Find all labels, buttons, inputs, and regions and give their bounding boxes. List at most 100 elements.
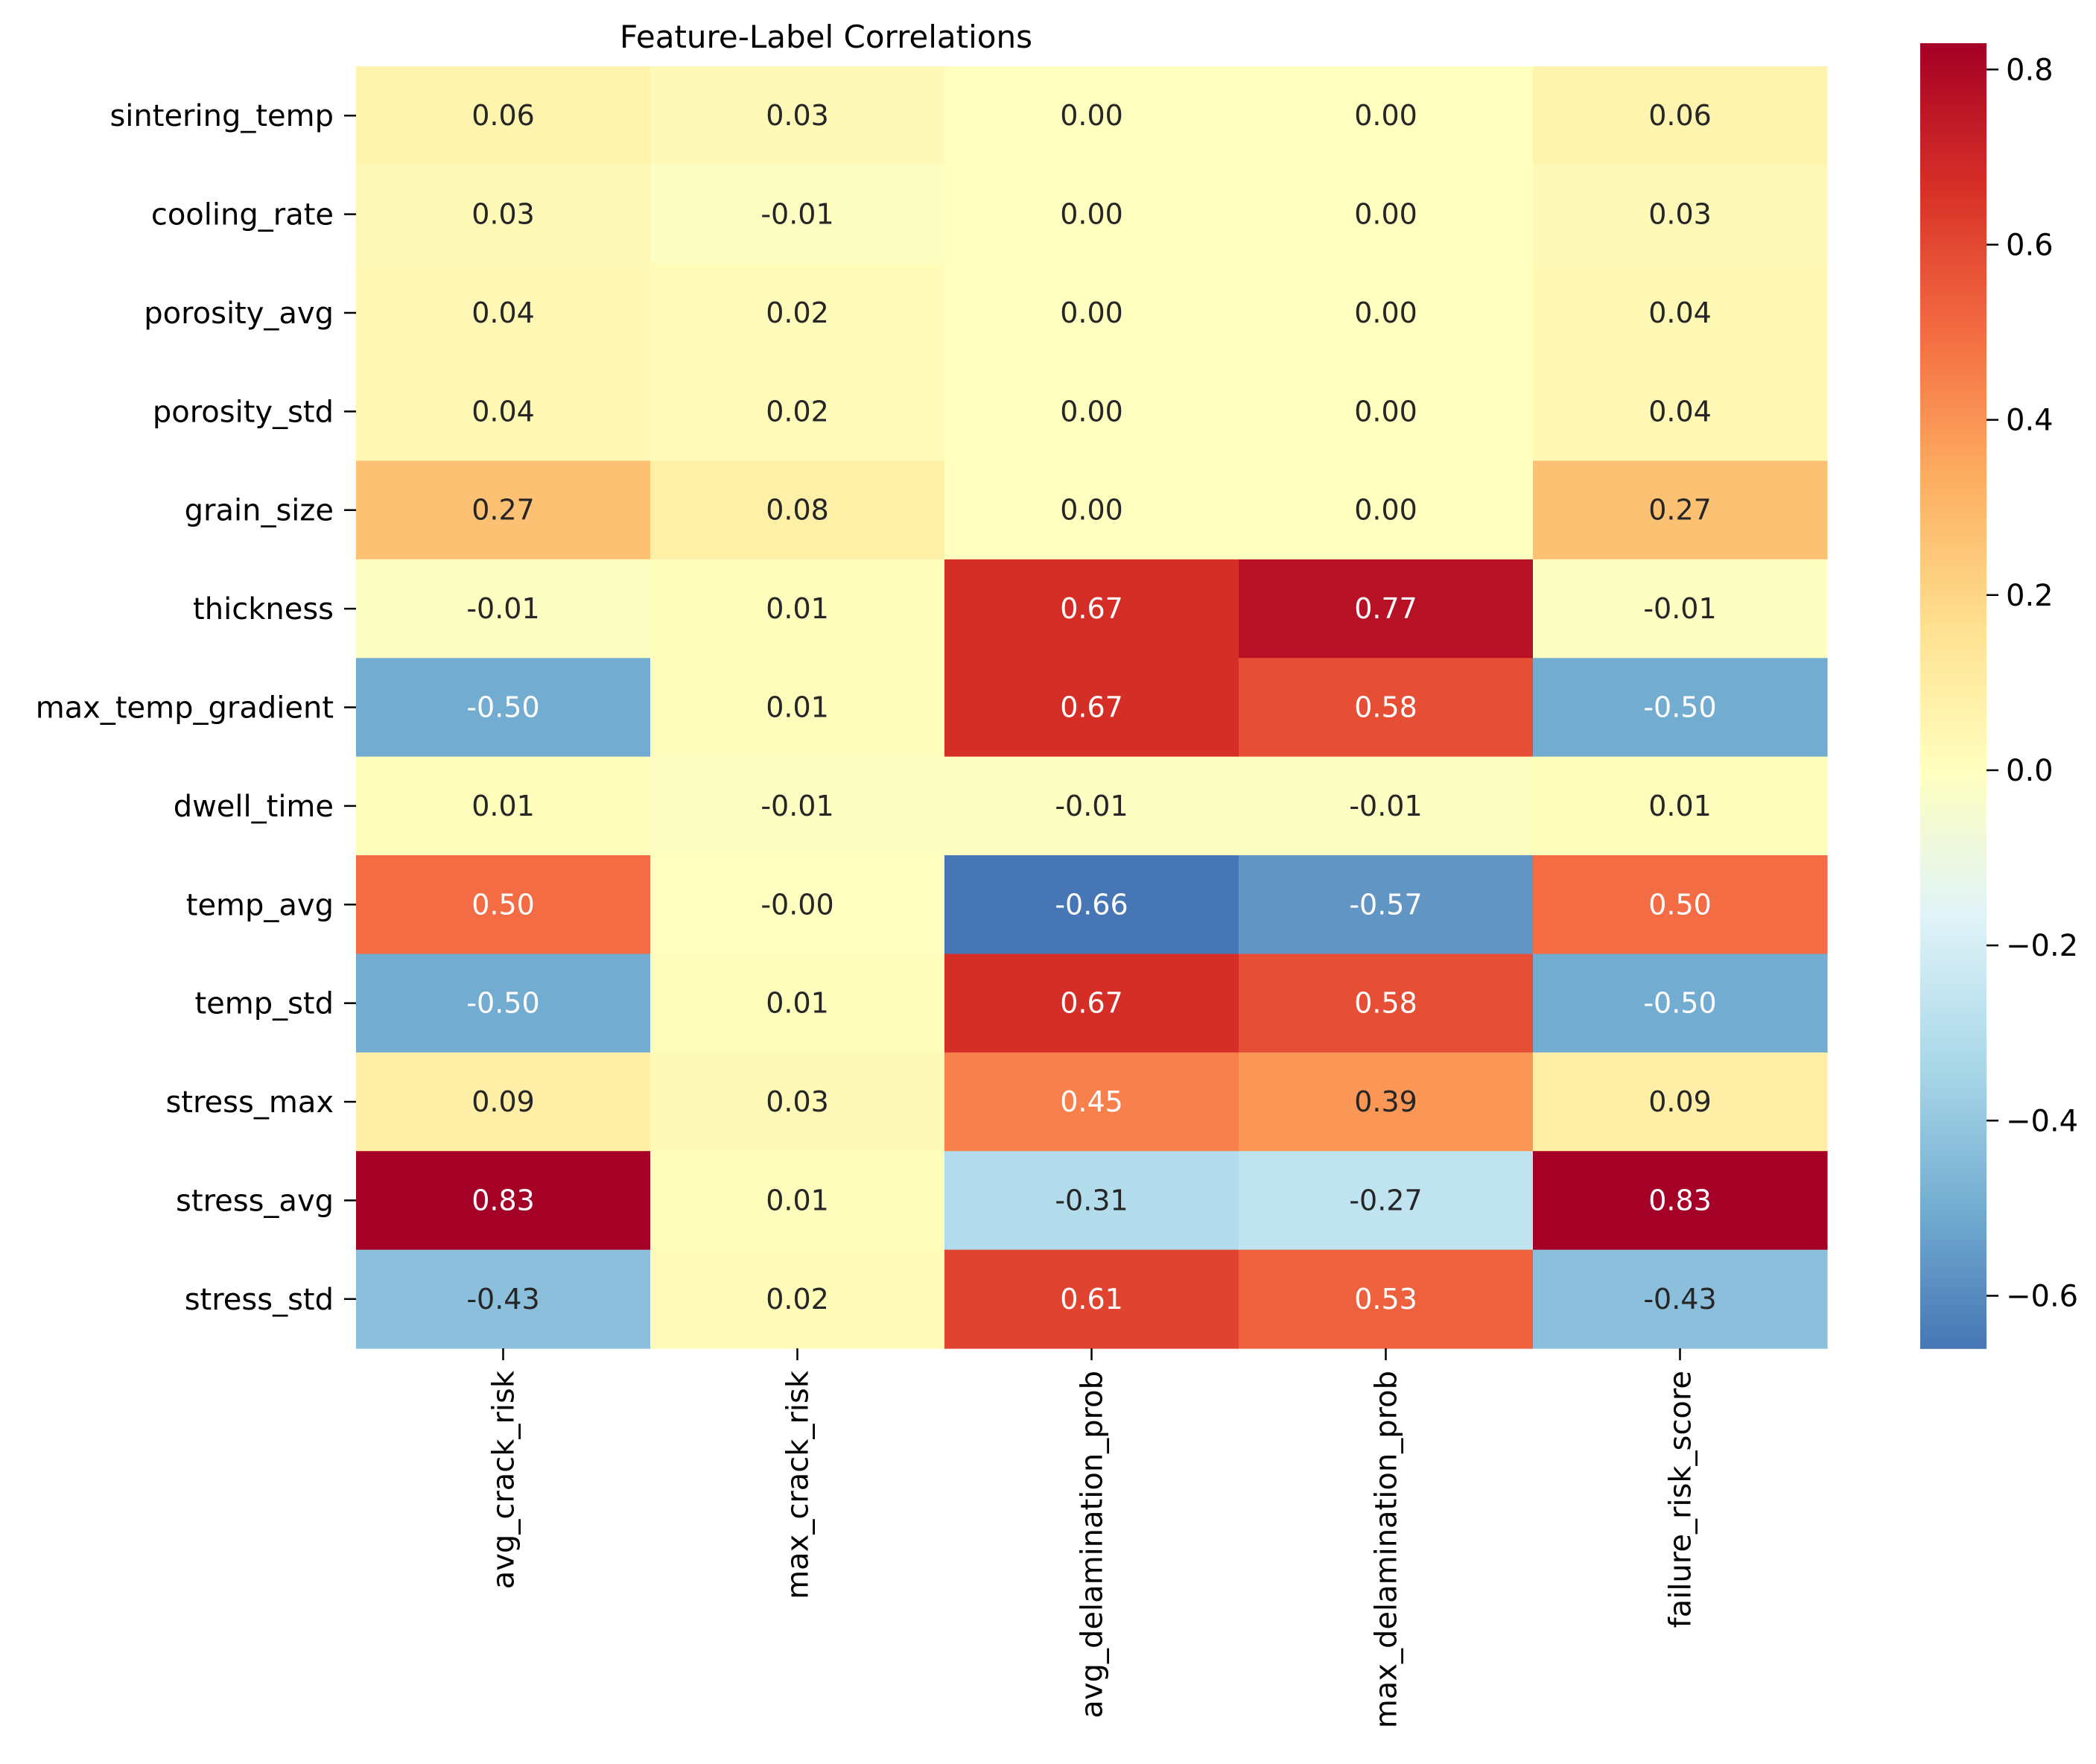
colorbar-segment (1920, 282, 1987, 288)
colorbar-segment (1920, 1135, 1987, 1140)
cell-value-label: 0.00 (1060, 296, 1123, 329)
colorbar-segment (1920, 1231, 1987, 1236)
cell-value-label: 0.50 (1648, 888, 1712, 921)
heatmap-cell (1533, 1052, 1828, 1152)
colorbar-segment (1920, 252, 1987, 257)
cell-value-label: 0.00 (1354, 296, 1417, 329)
row-label: grain_size (185, 494, 334, 528)
colorbar-segment (1920, 1313, 1987, 1319)
colorbar-segment (1920, 339, 1987, 344)
colorbar-segment (1920, 43, 1987, 48)
cell-value-label: -0.31 (1055, 1184, 1128, 1216)
colorbar-segment (1920, 1113, 1987, 1119)
cell-value-label: 0.00 (1354, 99, 1417, 132)
colorbar-segment (1920, 247, 1987, 253)
colorbar-segment (1920, 174, 1987, 179)
colorbar-segment (1920, 1009, 1987, 1015)
colorbar-segment (1920, 1026, 1987, 1032)
heatmap-cell (356, 1249, 651, 1349)
row-label: thickness (193, 592, 334, 626)
colorbar-segment (1920, 264, 1987, 270)
colorbar-segment (1920, 1205, 1987, 1210)
colorbar-segment (1920, 1269, 1987, 1275)
colorbar-segment (1920, 373, 1987, 379)
colorbar-segment (1920, 805, 1987, 810)
cell-value-label: 0.00 (1060, 99, 1123, 132)
heatmap-cell (944, 1052, 1239, 1152)
colorbar-segment (1920, 1330, 1987, 1336)
colorbar-segment (1920, 326, 1987, 331)
colorbar-segment (1920, 904, 1987, 910)
colorbar-segment (1920, 1082, 1987, 1088)
colorbar-segment (1920, 682, 1987, 688)
colorbar-segment (1920, 1091, 1987, 1097)
colorbar-segment (1920, 1061, 1987, 1067)
row-label: cooling_rate (151, 198, 334, 232)
colorbar-segment (1920, 708, 1987, 714)
heatmap-cell (1533, 559, 1828, 659)
heatmap-cell (1239, 165, 1534, 264)
colorbar-segment (1920, 1266, 1987, 1271)
heatmap-cell (944, 165, 1239, 264)
cell-value-label: -0.50 (1643, 691, 1716, 724)
colorbar-segment (1920, 852, 1987, 857)
colorbar-segment (1920, 643, 1987, 649)
cell-value-label: 0.01 (766, 1184, 829, 1216)
cell-value-label: 0.27 (1648, 494, 1712, 527)
heatmap-cell (944, 66, 1239, 165)
colorbar-segment (1920, 1300, 1987, 1306)
cell-value-label: 0.06 (471, 99, 535, 132)
colorbar-segment (1920, 469, 1987, 475)
colorbar-segment (1920, 456, 1987, 462)
colorbar-segment (1920, 965, 1987, 971)
colorbar-segment (1920, 117, 1987, 122)
colorbar-segment (1920, 595, 1987, 601)
colorbar-segment (1920, 813, 1987, 819)
colorbar-segment (1920, 65, 1987, 70)
colorbar-segment (1920, 439, 1987, 445)
colorbar-segment (1920, 1126, 1987, 1132)
row-label: max_temp_gradient (36, 691, 334, 726)
colorbar-segment (1920, 82, 1987, 88)
colorbar-segment (1920, 60, 1987, 66)
colorbar-segment (1920, 513, 1987, 518)
colorbar-segment (1920, 156, 1987, 162)
column-label: max_crack_risk (781, 1370, 816, 1599)
colorbar-segment (1920, 1200, 1987, 1206)
colorbar-segment (1920, 352, 1987, 358)
colorbar-segment (1920, 817, 1987, 823)
colorbar-segment (1920, 121, 1987, 127)
colorbar-segment (1920, 1183, 1987, 1188)
colorbar-segment (1920, 1056, 1987, 1062)
cell-value-label: 0.08 (766, 494, 829, 527)
colorbar-segment (1920, 425, 1987, 431)
colorbar-segment (1920, 361, 1987, 366)
colorbar-segment (1920, 717, 1987, 723)
colorbar-segment (1920, 778, 1987, 784)
colorbar-segment (1920, 752, 1987, 758)
colorbar-segment (1920, 378, 1987, 384)
colorbar-segment (1920, 743, 1987, 749)
colorbar-segment (1920, 578, 1987, 583)
heatmap-cell (944, 362, 1239, 462)
cell-value-label: 0.61 (1060, 1283, 1123, 1316)
colorbar-segment (1920, 1170, 1987, 1176)
colorbar-segment (1920, 313, 1987, 318)
heatmap-cell (1533, 1151, 1828, 1251)
colorbar-segment (1920, 843, 1987, 849)
colorbar-segment (1920, 430, 1987, 436)
heatmap-cell (1239, 658, 1534, 758)
colorbar-segment (1920, 422, 1987, 427)
colorbar-segment (1920, 713, 1987, 718)
colorbar-segment (1920, 152, 1987, 157)
heatmap-cell (1533, 954, 1828, 1053)
colorbar-segment (1920, 1100, 1987, 1105)
colorbar-segment (1920, 774, 1987, 779)
colorbar-segment (1920, 434, 1987, 440)
colorbar-segment (1920, 287, 1987, 292)
colorbar-segment (1920, 678, 1987, 684)
colorbar-segment (1920, 1335, 1987, 1341)
colorbar-segment (1920, 478, 1987, 483)
colorbar-segment (1920, 396, 1987, 401)
row-label: stress_std (185, 1283, 334, 1317)
